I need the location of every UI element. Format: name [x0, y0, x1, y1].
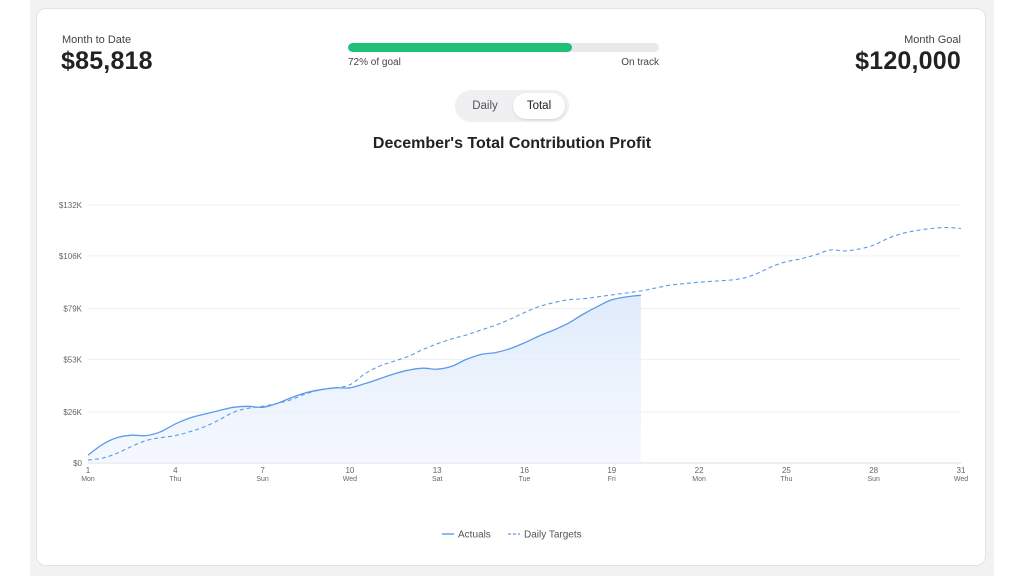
x-tick-weekday: Thu — [780, 476, 792, 483]
toggle-daily-button[interactable]: Daily — [459, 93, 511, 119]
x-tick-day: 4 — [173, 466, 178, 475]
y-tick-label: $26K — [63, 408, 82, 417]
legend-actuals-label: Actuals — [458, 530, 491, 541]
x-tick-day: 22 — [695, 466, 704, 475]
view-toggle: Daily Total — [455, 90, 569, 122]
x-tick-day: 19 — [607, 466, 616, 475]
x-tick-day: 1 — [86, 466, 91, 475]
progress-status-label: On track — [621, 57, 659, 68]
goal-progress-bar — [348, 43, 659, 52]
x-tick-weekday: Sun — [867, 476, 880, 483]
y-tick-label: $0 — [73, 459, 82, 468]
progress-percent-label: 72% of goal — [348, 57, 401, 68]
x-tick-day: 25 — [782, 466, 791, 475]
daily-targets-line — [87, 226, 962, 461]
goal-progress-fill — [348, 43, 572, 52]
x-tick-day: 16 — [520, 466, 529, 475]
x-tick-weekday: Tue — [519, 476, 531, 483]
x-tick-weekday: Sat — [432, 476, 443, 483]
actuals-area-fill — [88, 295, 641, 463]
y-tick-label: $132K — [59, 201, 83, 210]
chart-title: December's Total Contribution Profit — [372, 135, 652, 152]
month-to-date-label: Month to Date — [62, 34, 132, 46]
x-tick-weekday: Mon — [692, 476, 706, 483]
x-tick-weekday: Mon — [81, 476, 95, 483]
legend-targets-label: Daily Targets — [524, 530, 582, 541]
toggle-total-button[interactable]: Total — [513, 93, 565, 119]
x-tick-day: 10 — [345, 466, 354, 475]
y-tick-label: $106K — [59, 252, 83, 261]
x-tick-day: 28 — [869, 466, 878, 475]
x-tick-day: 7 — [260, 466, 265, 475]
x-tick-weekday: Wed — [954, 476, 968, 483]
month-to-date-value: $85,818 — [61, 47, 153, 75]
month-goal-value: $120,000 — [855, 47, 961, 75]
profit-card: Month to Date $85,818 72% of goal On tra… — [36, 8, 986, 566]
x-tick-weekday: Thu — [169, 476, 181, 483]
y-tick-label: $53K — [63, 355, 82, 364]
x-tick-day: 13 — [433, 466, 442, 475]
x-tick-weekday: Wed — [343, 476, 357, 483]
x-tick-weekday: Fri — [608, 476, 617, 483]
actuals-line — [87, 294, 641, 456]
month-goal-label: Month Goal — [904, 34, 961, 46]
x-tick-weekday: Sun — [256, 476, 269, 483]
x-tick-day: 31 — [957, 466, 966, 475]
profit-line-chart: $0$26K$53K$79K$106K$132K1Mon4Thu7Sun10We… — [59, 201, 968, 541]
y-tick-label: $79K — [63, 305, 82, 314]
